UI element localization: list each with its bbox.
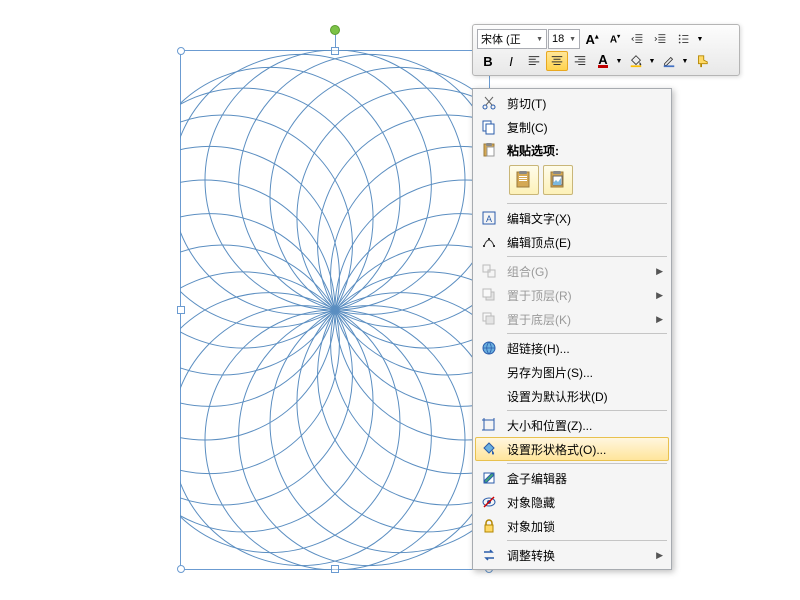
chevron-down-icon: ▼ (569, 36, 576, 43)
font-name-value: 宋体 (正 (481, 31, 521, 47)
menu-separator (507, 256, 667, 257)
svg-text:A: A (486, 214, 492, 224)
menu-obj-hide[interactable]: 对象隐藏 (475, 490, 669, 514)
edit-text-icon: A (477, 207, 501, 229)
menu-set-default[interactable]: 设置为默认形状(D) (475, 384, 669, 408)
menu-box-editor[interactable]: 盒子编辑器 (475, 466, 669, 490)
group-icon (477, 260, 501, 282)
font-size-value: 18 (552, 33, 564, 45)
convert-icon (477, 544, 501, 566)
resize-handle-bm[interactable] (331, 565, 339, 573)
outline-color-button[interactable]: ▼ (658, 51, 690, 71)
bold-button[interactable]: B (477, 51, 499, 71)
decrease-indent-button[interactable] (627, 29, 649, 49)
menu-edit-text[interactable]: A 编辑文字(X) (475, 206, 669, 230)
menu-adjust-convert-label: 调整转换 (507, 547, 656, 564)
hide-icon (477, 491, 501, 513)
mini-toolbar: 宋体 (正 ▼ 18 ▼ A▴ A▾ ▼ B I A▼ ▼ ▼ (472, 24, 740, 76)
menu-format-shape[interactable]: 设置形状格式(O)... (475, 437, 669, 461)
shrink-font-button[interactable]: A▾ (604, 29, 626, 49)
menu-edit-points[interactable]: 编辑顶点(E) (475, 230, 669, 254)
resize-handle-ml[interactable] (177, 306, 185, 314)
menu-size-pos[interactable]: 大小和位置(Z)... (475, 413, 669, 437)
clipboard-icon (477, 139, 501, 161)
menu-separator (507, 203, 667, 204)
menu-adjust-convert[interactable]: 调整转换▶ (475, 543, 669, 567)
menu-cut[interactable]: 剪切(T) (475, 91, 669, 115)
font-color-button[interactable]: A▼ (592, 51, 624, 71)
menu-format-shape-label: 设置形状格式(O)... (507, 441, 663, 458)
menu-box-editor-label: 盒子编辑器 (507, 470, 663, 487)
edit-points-icon (477, 231, 501, 253)
scissors-icon (477, 92, 501, 114)
send-back-icon (477, 308, 501, 330)
resize-handle-tm[interactable] (331, 47, 339, 55)
menu-send-back-label: 置于底层(K) (507, 311, 656, 328)
menu-hyperlink[interactable]: 超链接(H)... (475, 336, 669, 360)
context-menu: 剪切(T) 复制(C) 粘贴选项: A 编辑文字(X) 编辑顶点(E) 组合(G)… (472, 88, 672, 570)
menu-edit-points-label: 编辑顶点(E) (507, 234, 663, 251)
blank-icon (477, 385, 501, 407)
menu-obj-hide-label: 对象隐藏 (507, 494, 663, 511)
menu-paste-section: 粘贴选项: (475, 139, 669, 161)
paste-options-row (475, 161, 669, 201)
menu-group: 组合(G)▶ (475, 259, 669, 283)
menu-group-label: 组合(G) (507, 263, 656, 280)
align-right-button[interactable] (569, 51, 591, 71)
menu-bring-front-label: 置于顶层(R) (507, 287, 656, 304)
paste-option-picture[interactable] (543, 165, 573, 195)
box-editor-icon (477, 467, 501, 489)
menu-edit-text-label: 编辑文字(X) (507, 210, 663, 227)
menu-save-as-pic-label: 另存为图片(S)... (507, 364, 663, 381)
menu-save-as-pic[interactable]: 另存为图片(S)... (475, 360, 669, 384)
menu-cut-label: 剪切(T) (507, 95, 663, 112)
italic-button[interactable]: I (500, 51, 522, 71)
submenu-arrow-icon: ▶ (656, 290, 663, 301)
chevron-down-icon: ▼ (536, 36, 543, 43)
size-pos-icon (477, 414, 501, 436)
menu-send-back: 置于底层(K)▶ (475, 307, 669, 331)
resize-handle-tl[interactable] (177, 47, 185, 55)
menu-hyperlink-label: 超链接(H)... (507, 340, 663, 357)
menu-bring-front: 置于顶层(R)▶ (475, 283, 669, 307)
blank-icon (477, 361, 501, 383)
submenu-arrow-icon: ▶ (656, 266, 663, 277)
format-painter-button[interactable] (691, 51, 713, 71)
resize-handle-bl[interactable] (177, 565, 185, 573)
menu-set-default-label: 设置为默认形状(D) (507, 388, 663, 405)
font-size-combo[interactable]: 18 ▼ (548, 29, 580, 49)
menu-separator (507, 540, 667, 541)
menu-paste-label: 粘贴选项: (507, 142, 663, 159)
rotation-handle[interactable] (330, 25, 340, 35)
submenu-arrow-icon: ▶ (656, 550, 663, 561)
increase-indent-button[interactable] (650, 29, 672, 49)
menu-obj-lock-label: 对象加锁 (507, 518, 663, 535)
format-shape-icon (477, 438, 501, 460)
submenu-arrow-icon: ▶ (656, 314, 663, 325)
menu-obj-lock[interactable]: 对象加锁 (475, 514, 669, 538)
paste-option-keep-source[interactable] (509, 165, 539, 195)
copy-icon (477, 116, 501, 138)
align-center-button[interactable] (546, 51, 568, 71)
hyperlink-icon (477, 337, 501, 359)
menu-copy-label: 复制(C) (507, 119, 663, 136)
menu-size-pos-label: 大小和位置(Z)... (507, 417, 663, 434)
menu-separator (507, 463, 667, 464)
bring-front-icon (477, 284, 501, 306)
rotation-connector (335, 33, 336, 47)
lock-icon (477, 515, 501, 537)
grow-font-button[interactable]: A▴ (581, 29, 603, 49)
font-name-combo[interactable]: 宋体 (正 ▼ (477, 29, 547, 49)
align-left-button[interactable] (523, 51, 545, 71)
menu-separator (507, 410, 667, 411)
menu-copy[interactable]: 复制(C) (475, 115, 669, 139)
fill-color-button[interactable]: ▼ (625, 51, 657, 71)
bullets-button[interactable]: ▼ (673, 29, 705, 49)
menu-separator (507, 333, 667, 334)
drawing-canvas[interactable] (180, 50, 490, 570)
selection-box (180, 50, 490, 570)
